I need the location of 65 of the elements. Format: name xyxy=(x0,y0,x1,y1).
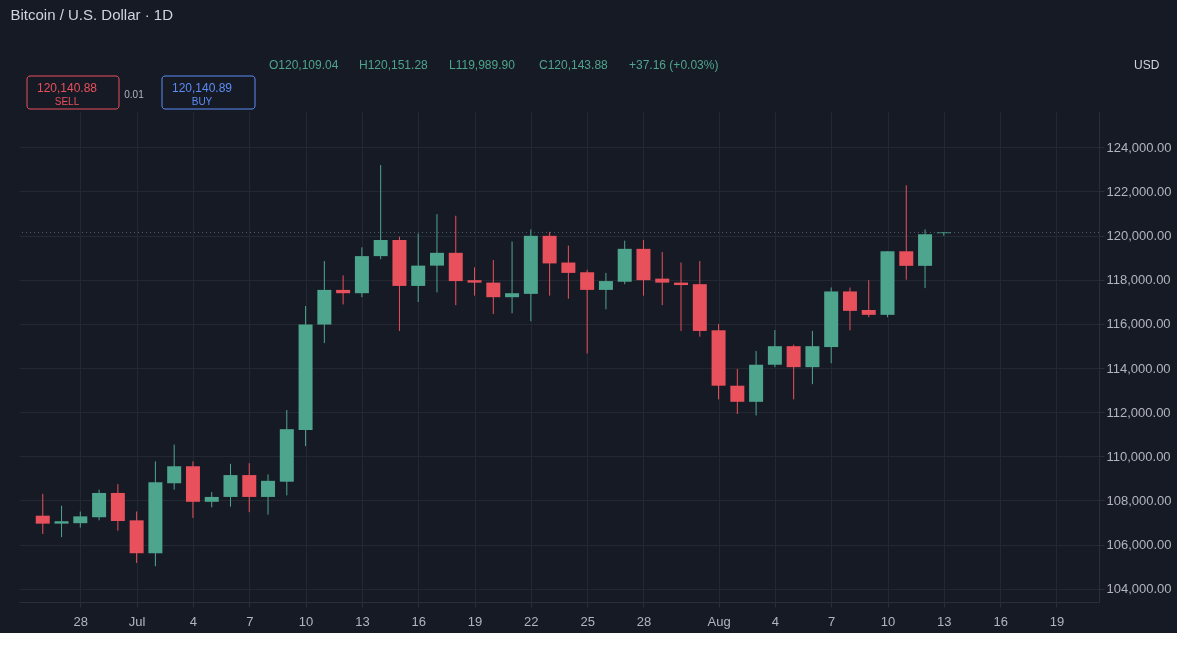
y-tick-label: 112,000.00 xyxy=(1106,404,1171,420)
x-tick-label: Jul xyxy=(128,613,146,629)
x-tick-label: 4 xyxy=(771,613,779,629)
y-tick-label: 116,000.00 xyxy=(1106,316,1171,332)
candlestick xyxy=(429,213,444,293)
x-tick-label: 13 xyxy=(355,613,370,629)
text: BUY xyxy=(191,96,213,107)
candlestick xyxy=(467,266,482,297)
candlestick xyxy=(580,269,595,354)
y-tick-label: 104,000.00 xyxy=(1106,581,1172,597)
x-tick-label: 16 xyxy=(411,613,426,629)
x-tick-label: Aug xyxy=(707,613,731,629)
y-tick-label: 106,000.00 xyxy=(1106,537,1172,553)
candlestick xyxy=(655,251,670,306)
candlestick xyxy=(842,286,857,331)
candlestick xyxy=(54,505,69,538)
candlestick xyxy=(486,259,501,315)
text: SELL xyxy=(54,96,80,107)
y-tick-label: 114,000.00 xyxy=(1106,360,1171,376)
x-tick-label: 16 xyxy=(993,613,1008,629)
candlestick xyxy=(561,245,576,300)
x-tick-label: 28 xyxy=(636,613,652,629)
text: 120,140.89 xyxy=(171,81,233,95)
candlestick xyxy=(35,493,50,535)
x-tick-label: 10 xyxy=(880,613,896,629)
y-tick-label: 108,000.00 xyxy=(1106,492,1172,508)
candlestick xyxy=(167,444,182,491)
x-tick-label: 4 xyxy=(189,613,198,629)
x-tick-label: 13 xyxy=(937,613,952,629)
x-tick-label: 25 xyxy=(580,613,595,629)
text: 0.01 xyxy=(124,89,145,100)
x-tick-label: 7 xyxy=(246,613,254,629)
candlestick xyxy=(861,279,876,318)
candlestick xyxy=(505,241,520,314)
y-tick-label: 118,000.00 xyxy=(1106,272,1171,288)
candlestick xyxy=(730,368,745,415)
candlestick xyxy=(411,233,426,303)
candlestick xyxy=(242,462,257,513)
x-tick-label: 10 xyxy=(298,613,314,629)
candlestick xyxy=(805,330,820,385)
text: 120,140.88 xyxy=(36,81,98,95)
candlestick xyxy=(261,473,276,516)
x-tick-label: 19 xyxy=(467,613,483,629)
x-tick-label: 22 xyxy=(524,613,539,629)
candlestick xyxy=(899,184,914,281)
text: USD xyxy=(1134,58,1160,72)
y-tick-label: 122,000.00 xyxy=(1106,183,1172,199)
text: L119,989.90 xyxy=(449,58,516,72)
text: C120,143.88 xyxy=(539,58,609,72)
text: H120,151.28 xyxy=(359,58,429,72)
x-tick-label: 7 xyxy=(828,613,836,629)
y-tick-label: 120,000.00 xyxy=(1106,228,1172,244)
candlestick xyxy=(373,164,388,260)
x-tick-label: 28 xyxy=(73,613,89,629)
candlestick xyxy=(598,272,613,310)
chart-title: Bitcoin / U.S. Dollar · 1D xyxy=(10,6,174,23)
candlestick xyxy=(786,344,801,400)
candlestick xyxy=(767,329,782,368)
candlestick xyxy=(336,274,351,305)
text: +37.16 (+0.03%) xyxy=(629,58,719,72)
y-tick-label: 124,000.00 xyxy=(1106,139,1172,155)
candlestick xyxy=(223,463,238,508)
y-tick-label: 110,000.00 xyxy=(1106,448,1171,464)
x-tick-label: 19 xyxy=(1049,613,1065,629)
text: O120,109.04 xyxy=(269,58,339,72)
